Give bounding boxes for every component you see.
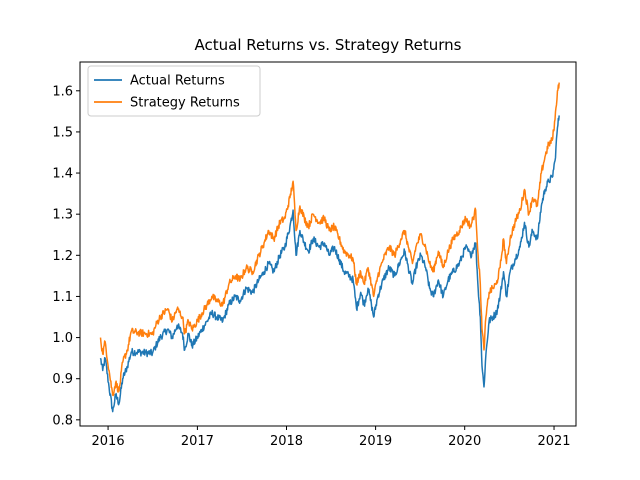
series-line-actual-returns	[99, 115, 560, 413]
x-tick-label: 2020	[448, 434, 481, 449]
series-layer	[99, 82, 560, 413]
y-axis-ticks: 0.8 0.9 1.0 1.1 1.2 1.3 1.4 1.5 1.6	[52, 84, 80, 428]
y-tick-label: 1.4	[52, 167, 73, 182]
legend-label-actual-returns: Actual Returns	[130, 74, 225, 89]
x-tick-label: 2017	[181, 434, 214, 449]
legend-box	[87, 65, 261, 117]
y-tick-label: 1.1	[52, 290, 73, 305]
y-tick-label: 1.5	[52, 125, 73, 140]
y-tick-label: 1.3	[52, 208, 73, 223]
x-tick-label: 2019	[359, 434, 392, 449]
x-axis-ticks: 2016 2017 2018 2019 2020 2021	[92, 426, 571, 449]
x-tick-label: 2016	[92, 434, 125, 449]
x-tick-label: 2021	[537, 434, 570, 449]
legend-label-strategy-returns: Strategy Returns	[130, 96, 240, 111]
y-tick-label: 0.9	[52, 372, 73, 387]
y-tick-label: 0.8	[52, 413, 73, 428]
y-tick-label: 1.0	[52, 331, 73, 346]
legend: Actual Returns Strategy Returns	[87, 65, 261, 117]
plot-area-frame	[79, 61, 577, 427]
series-line-strategy-returns	[99, 82, 560, 397]
y-tick-label: 1.2	[52, 249, 73, 264]
y-tick-label: 1.6	[52, 84, 73, 99]
chart-title: Actual Returns vs. Strategy Returns	[195, 36, 462, 54]
x-tick-label: 2018	[270, 434, 303, 449]
